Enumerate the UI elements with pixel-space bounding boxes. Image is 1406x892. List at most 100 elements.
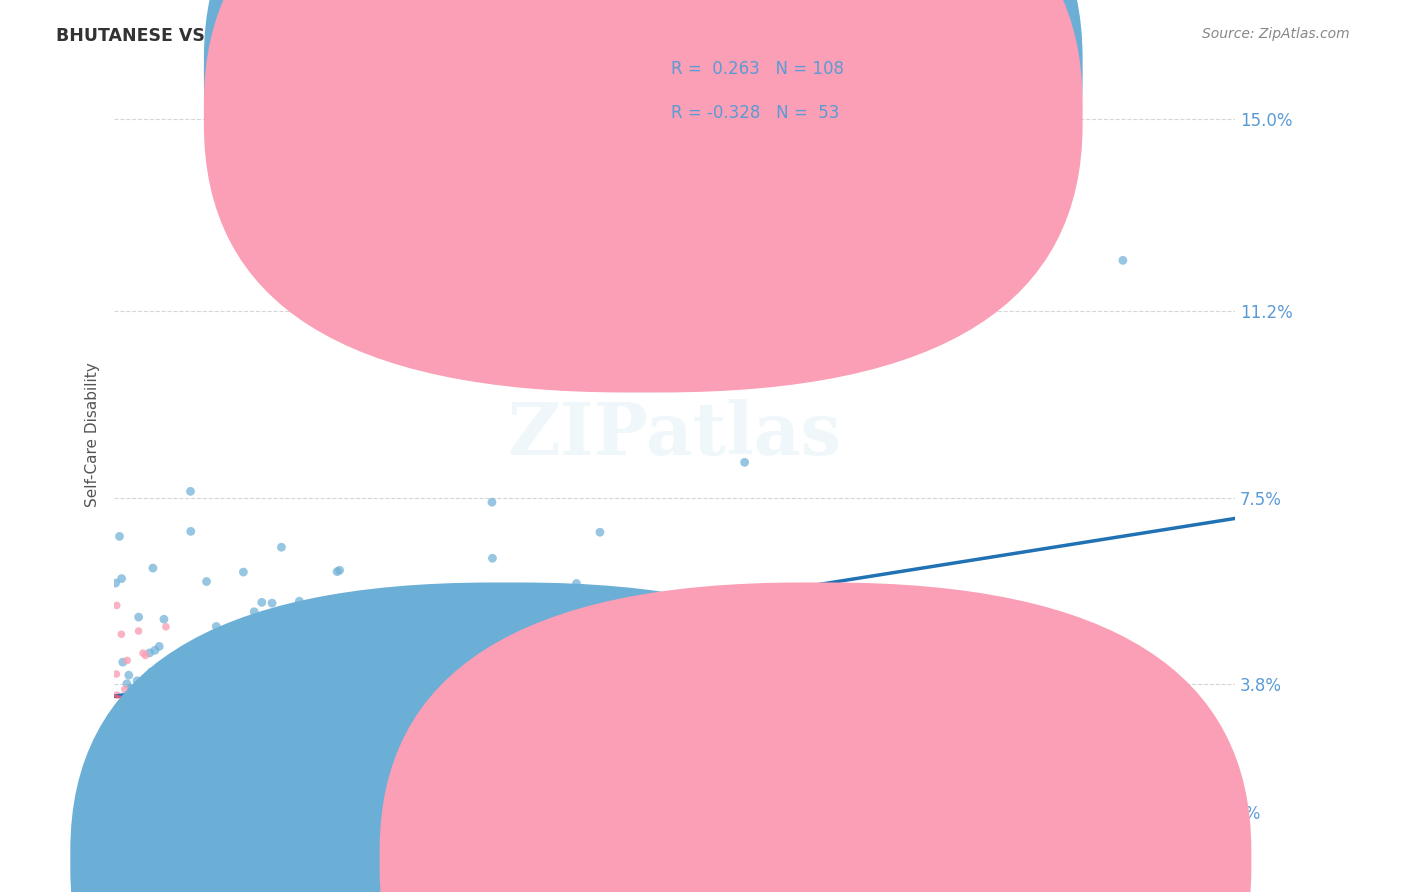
Point bbox=[136, 706, 159, 720]
Point bbox=[356, 651, 378, 665]
Point bbox=[155, 686, 177, 700]
Point bbox=[145, 666, 167, 681]
Point bbox=[734, 455, 756, 469]
Point bbox=[104, 576, 127, 591]
Text: Trinidadians and Tobagonians: Trinidadians and Tobagonians bbox=[872, 849, 1097, 863]
Point bbox=[347, 635, 370, 649]
Point bbox=[120, 681, 142, 696]
Point bbox=[134, 754, 156, 768]
Point bbox=[163, 705, 186, 719]
Point bbox=[326, 565, 349, 579]
Point bbox=[128, 610, 150, 624]
Point bbox=[114, 697, 136, 711]
Point bbox=[481, 551, 503, 566]
Point bbox=[114, 782, 136, 797]
Point bbox=[105, 688, 128, 702]
Point bbox=[142, 764, 165, 779]
Point bbox=[153, 612, 176, 626]
Point bbox=[217, 623, 239, 637]
Point bbox=[128, 624, 150, 638]
Point bbox=[110, 708, 132, 723]
Point bbox=[134, 648, 156, 663]
Point bbox=[249, 732, 271, 747]
Point bbox=[107, 733, 129, 747]
Point bbox=[184, 690, 207, 705]
Point bbox=[565, 576, 588, 591]
Point bbox=[110, 627, 132, 641]
Point bbox=[186, 683, 208, 698]
Point bbox=[136, 698, 159, 713]
Point bbox=[205, 690, 228, 704]
Point bbox=[179, 484, 201, 499]
Point bbox=[128, 763, 150, 777]
Point bbox=[162, 731, 184, 745]
Point bbox=[128, 844, 150, 858]
Point bbox=[180, 524, 202, 539]
Point bbox=[141, 665, 163, 679]
Point bbox=[1112, 253, 1135, 268]
Point bbox=[269, 732, 291, 747]
Point bbox=[115, 677, 138, 691]
Point bbox=[135, 821, 157, 835]
Point bbox=[187, 780, 209, 794]
Point bbox=[155, 620, 177, 634]
Point bbox=[274, 658, 297, 673]
Point bbox=[110, 572, 132, 586]
Point bbox=[205, 734, 228, 748]
Point bbox=[219, 750, 242, 764]
Point bbox=[240, 693, 263, 707]
Point bbox=[215, 772, 238, 786]
Point bbox=[157, 669, 180, 683]
Point bbox=[107, 791, 129, 805]
Point bbox=[143, 810, 166, 824]
Point bbox=[418, 664, 440, 678]
Point bbox=[120, 693, 142, 707]
Point bbox=[127, 706, 149, 721]
Point bbox=[115, 653, 138, 667]
Point bbox=[232, 565, 254, 579]
Point bbox=[122, 751, 145, 765]
Point bbox=[155, 770, 177, 784]
Point bbox=[263, 659, 285, 673]
Point bbox=[194, 739, 217, 754]
Point bbox=[114, 682, 136, 697]
Point bbox=[262, 596, 284, 610]
Text: ZIPatlas: ZIPatlas bbox=[508, 399, 842, 470]
Point bbox=[481, 495, 503, 509]
Point bbox=[127, 673, 149, 688]
Point bbox=[143, 643, 166, 657]
Point bbox=[120, 694, 142, 708]
Point bbox=[217, 739, 239, 753]
Point bbox=[225, 712, 247, 726]
Point bbox=[284, 626, 307, 640]
Point bbox=[191, 766, 214, 780]
Point bbox=[138, 646, 160, 660]
Point bbox=[292, 614, 315, 628]
Point bbox=[111, 655, 134, 669]
Point bbox=[195, 574, 218, 589]
Point bbox=[240, 758, 263, 772]
Point bbox=[589, 525, 612, 540]
Point bbox=[276, 661, 298, 675]
Point bbox=[183, 695, 205, 709]
Point bbox=[129, 689, 152, 703]
Point bbox=[329, 563, 352, 577]
Text: BHUTANESE VS TRINIDADIAN AND TOBAGONIAN SELF-CARE DISABILITY CORRELATION CHART: BHUTANESE VS TRINIDADIAN AND TOBAGONIAN … bbox=[56, 27, 969, 45]
Point bbox=[214, 772, 236, 786]
Point bbox=[160, 731, 183, 746]
Text: Source: ZipAtlas.com: Source: ZipAtlas.com bbox=[1202, 27, 1350, 41]
Point bbox=[152, 800, 174, 814]
Point bbox=[373, 664, 395, 678]
Point bbox=[157, 670, 180, 684]
Point bbox=[166, 705, 188, 719]
Point bbox=[186, 640, 208, 655]
Point bbox=[170, 722, 193, 736]
Point bbox=[108, 838, 131, 852]
Point bbox=[245, 736, 267, 750]
Point bbox=[288, 594, 311, 608]
Point bbox=[364, 770, 387, 784]
Point bbox=[270, 540, 292, 554]
Point bbox=[110, 698, 132, 713]
Point bbox=[162, 738, 184, 752]
Point bbox=[148, 640, 170, 654]
